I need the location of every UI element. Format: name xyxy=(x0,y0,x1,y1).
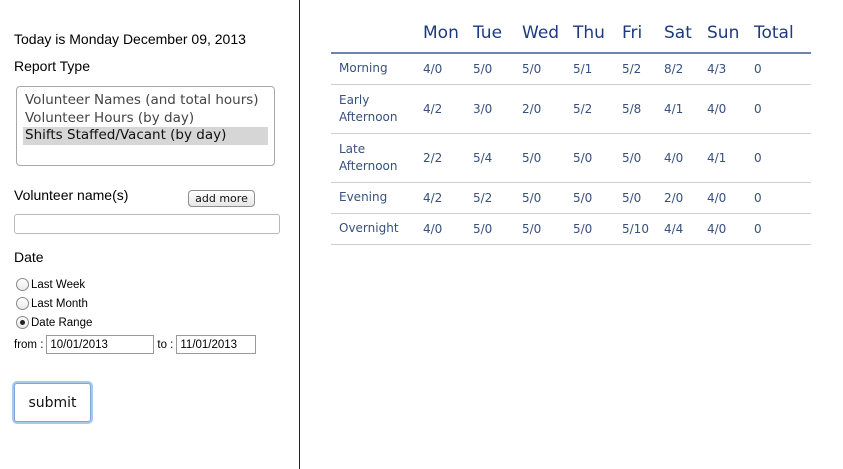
report-type-label: Report Type xyxy=(14,58,91,74)
table-cell: 5/10 xyxy=(622,213,664,245)
table-row: Late Afternoon 2/2 5/4 5/0 5/0 5/0 4/0 4/1 0 xyxy=(331,133,811,183)
table-cell: 4/0 xyxy=(707,213,754,245)
from-date-input[interactable] xyxy=(46,335,155,354)
table-cell: 0 xyxy=(754,213,811,245)
table-cell: 5/0 xyxy=(522,182,573,214)
table-cell: 5/2 xyxy=(473,182,522,214)
table-cell: 4/3 xyxy=(707,53,754,85)
table-cell: 4/0 xyxy=(707,84,754,134)
last-month-label: Last Month xyxy=(31,297,88,310)
table-cell: 5/2 xyxy=(573,84,622,134)
table-cell: 3/0 xyxy=(473,84,522,134)
header-total: Total xyxy=(754,14,811,54)
row-label: Morning xyxy=(331,53,423,85)
row-label-line: Early xyxy=(339,92,370,107)
row-label: Late Afternoon xyxy=(331,133,423,183)
table-row: Overnight 4/0 5/0 5/0 5/0 5/10 4/4 4/0 0 xyxy=(331,213,811,245)
table-cell: 4/0 xyxy=(707,182,754,214)
table-cell: 4/0 xyxy=(423,213,473,245)
table-cell: 5/0 xyxy=(573,133,622,183)
row-label: Early Afternoon xyxy=(331,84,423,134)
date-label: Date xyxy=(14,249,44,265)
table-cell: 4/0 xyxy=(423,53,473,85)
table-cell: 2/0 xyxy=(664,182,707,214)
date-range-radio[interactable] xyxy=(16,316,29,329)
radio-row-last-week[interactable]: Last Week xyxy=(16,278,85,291)
table-row: Early Afternoon 4/2 3/0 2/0 5/2 5/8 4/1 4/0 0 xyxy=(331,84,811,134)
row-label-line: Afternoon xyxy=(339,158,398,173)
to-date-input[interactable] xyxy=(176,335,257,354)
table-cell: 0 xyxy=(754,53,811,85)
table-cell: 5/0 xyxy=(473,53,522,85)
table-header-row: Mon Tue Wed Thu Fri Sat Sun Total xyxy=(331,14,811,54)
add-more-button[interactable]: add more xyxy=(188,190,255,207)
radio-row-date-range[interactable]: Date Range xyxy=(16,316,92,329)
header-sat: Sat xyxy=(664,14,707,54)
date-range-fields: from : to : xyxy=(14,335,257,354)
table-cell: 5/0 xyxy=(473,213,522,245)
table-cell: 4/1 xyxy=(707,133,754,183)
header-tue: Tue xyxy=(473,14,522,54)
row-label-line: Afternoon xyxy=(339,109,398,124)
table-cell: 5/0 xyxy=(522,133,573,183)
header-thu: Thu xyxy=(573,14,622,54)
table-cell: 2/2 xyxy=(423,133,473,183)
table-cell: 5/0 xyxy=(522,213,573,245)
table-cell: 4/4 xyxy=(664,213,707,245)
header-wed: Wed xyxy=(522,14,573,54)
volunteer-names-label: Volunteer name(s) xyxy=(14,187,129,203)
table-cell: 8/2 xyxy=(664,53,707,85)
table-cell: 0 xyxy=(754,133,811,183)
to-label: to : xyxy=(157,338,174,351)
table-cell: 0 xyxy=(754,84,811,134)
table-row: Morning 4/0 5/0 5/0 5/1 5/2 8/2 4/3 0 xyxy=(331,53,811,85)
row-label-line: Evening xyxy=(339,190,388,204)
table-cell: 5/1 xyxy=(573,53,622,85)
table-cell: 4/2 xyxy=(423,84,473,134)
table-cell: 5/0 xyxy=(622,133,664,183)
volunteer-name-input[interactable] xyxy=(14,214,280,234)
header-fri: Fri xyxy=(622,14,664,54)
last-week-label: Last Week xyxy=(31,278,86,291)
table-cell: 5/8 xyxy=(622,84,664,134)
table-cell: 5/0 xyxy=(573,182,622,214)
row-label: Overnight xyxy=(331,213,423,245)
shifts-table: Mon Tue Wed Thu Fri Sat Sun Total Mornin… xyxy=(331,14,811,245)
last-month-radio[interactable] xyxy=(16,297,29,310)
submit-button[interactable]: submit xyxy=(14,383,91,422)
report-type-listbox[interactable]: Volunteer Names (and total hours) Volunt… xyxy=(16,86,275,166)
report-option-shifts-staffed[interactable]: Shifts Staffed/Vacant (by day) xyxy=(23,127,268,145)
table-cell: 4/1 xyxy=(664,84,707,134)
radio-row-last-month[interactable]: Last Month xyxy=(16,297,88,310)
today-date-text: Today is Monday December 09, 2013 xyxy=(14,31,246,47)
table-cell: 5/0 xyxy=(573,213,622,245)
last-week-radio[interactable] xyxy=(16,278,29,291)
header-mon: Mon xyxy=(423,14,473,54)
row-label: Evening xyxy=(331,182,423,214)
table-cell: 4/2 xyxy=(423,182,473,214)
header-spacer xyxy=(331,14,423,54)
report-filter-panel: Today is Monday December 09, 2013 Report… xyxy=(0,0,300,469)
row-label-line: Overnight xyxy=(339,221,399,235)
table-cell: 0 xyxy=(754,182,811,214)
table-cell: 5/2 xyxy=(622,53,664,85)
table-cell: 5/0 xyxy=(622,182,664,214)
shifts-table-body: Morning 4/0 5/0 5/0 5/1 5/2 8/2 4/3 0 Early Aftern… xyxy=(331,53,811,245)
table-cell: 4/0 xyxy=(664,133,707,183)
from-label: from : xyxy=(14,338,44,351)
table-cell: 2/0 xyxy=(522,84,573,134)
header-sun: Sun xyxy=(707,14,754,54)
table-cell: 5/4 xyxy=(473,133,522,183)
report-option-volunteer-hours[interactable]: Volunteer Hours (by day) xyxy=(25,109,195,126)
report-option-volunteer-names[interactable]: Volunteer Names (and total hours) xyxy=(25,92,259,108)
date-range-label: Date Range xyxy=(31,316,93,329)
row-label-line: Late xyxy=(339,141,366,156)
row-label-line: Morning xyxy=(339,61,388,76)
table-row: Evening 4/2 5/2 5/0 5/0 5/0 2/0 4/0 0 xyxy=(331,182,811,214)
table-cell: 5/0 xyxy=(522,53,573,85)
